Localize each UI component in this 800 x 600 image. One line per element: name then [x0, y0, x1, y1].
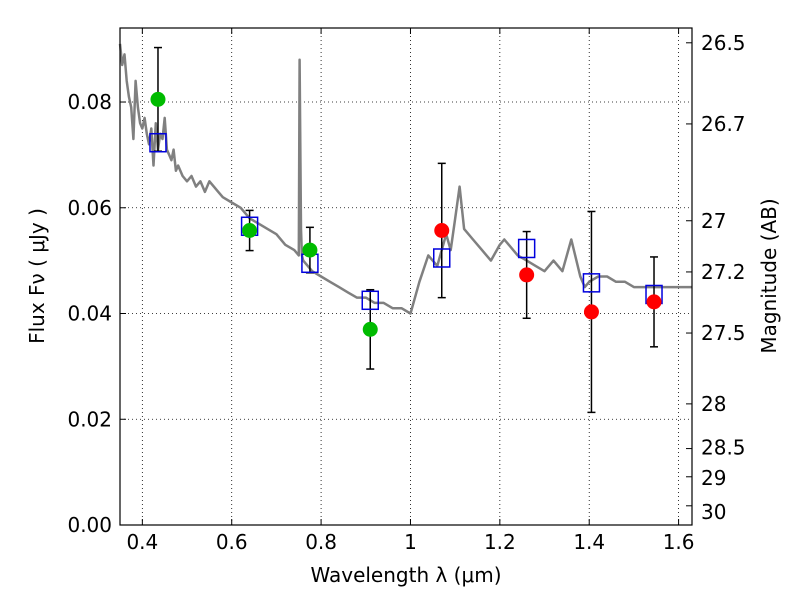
optical-measurement-point	[242, 223, 258, 239]
y-tick-label: 0.06	[67, 196, 112, 220]
infrared-measurement-point	[646, 294, 662, 310]
model-point-square	[361, 290, 379, 311]
x-tick-label: 1.6	[663, 530, 695, 554]
y-tick-label: 0.02	[67, 407, 112, 431]
x-tick-label: 1.4	[573, 530, 605, 554]
y2-axis-title: Magnitude (AB)	[757, 198, 781, 353]
y-tick-label: 0.08	[67, 90, 112, 114]
y2-tick-label: 27.5	[701, 321, 746, 345]
x-tick-label: 1	[404, 530, 417, 554]
y2-tick-label: 26.5	[701, 31, 746, 55]
x-tick-label: 0.6	[216, 530, 248, 554]
model-point-square	[149, 132, 167, 153]
infrared-measurement-point	[583, 304, 599, 320]
optical-measurement-point	[150, 91, 166, 107]
optical-measurement-point	[302, 242, 318, 258]
infrared-measurement-point	[519, 267, 535, 283]
infrared-measurement-point	[434, 223, 450, 239]
y-tick-label: 0.00	[67, 513, 112, 537]
model-point-square	[582, 273, 601, 293]
x-tick-label: 0.8	[305, 530, 337, 554]
tick-layer: 0.4 0.6 0.8 1 1.2 1.4 1.6 0.00 0.02 0.04 0.06 0.08 2…	[67, 28, 746, 554]
x-axis-title: Wavelength λ (μm)	[310, 563, 501, 587]
y2-tick-label: 28.5	[701, 436, 746, 460]
x-tick-label: 0.4	[126, 530, 158, 554]
y-tick-label: 0.04	[67, 302, 112, 326]
y2-tick-label: 27	[701, 209, 726, 233]
optical-measurement-point	[362, 321, 378, 337]
x-tick-label: 1.2	[484, 530, 516, 554]
y2-tick-label: 30	[701, 500, 726, 524]
y2-tick-label: 29	[701, 466, 726, 490]
y2-tick-label: 27.2	[701, 260, 746, 284]
model-point-square	[433, 248, 451, 268]
plot-frame	[119, 27, 693, 526]
marker-layer	[149, 91, 663, 337]
y2-tick-label: 28	[701, 392, 726, 416]
y-axis-title: Flux Fν ( μJy )	[25, 208, 49, 344]
y2-tick-label: 26.7	[701, 112, 746, 136]
model-point-square	[517, 238, 536, 259]
